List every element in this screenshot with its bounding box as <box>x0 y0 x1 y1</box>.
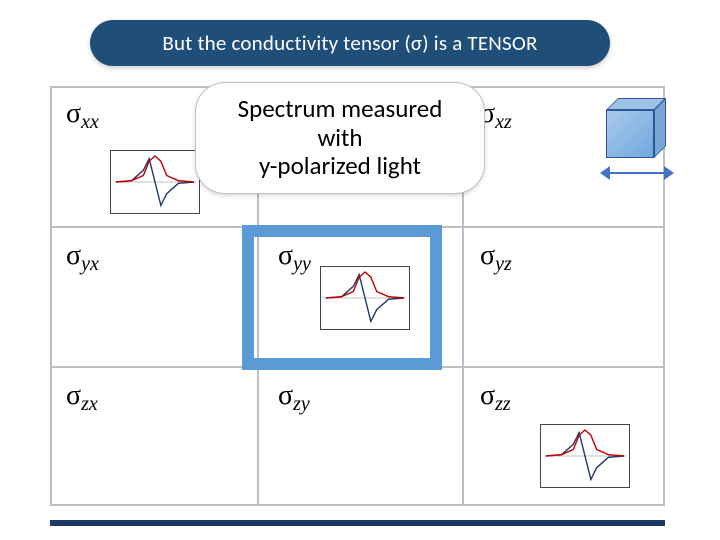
sigma-glyph: σ <box>480 240 495 271</box>
sigma-sub: yx <box>81 253 99 275</box>
sigma-glyph: σ <box>66 98 81 129</box>
spectrum-plot <box>110 150 200 214</box>
sigma-sub: xz <box>495 111 512 133</box>
sigma-glyph: σ <box>480 380 495 411</box>
double-arrow-icon <box>600 166 674 180</box>
cube-side <box>654 98 666 158</box>
sigma-sub: zy <box>293 393 310 415</box>
callout-line1: Spectrum measured <box>238 93 443 124</box>
sigma-label-yx: σyx <box>66 240 99 272</box>
sigma-glyph: σ <box>66 240 81 271</box>
sigma-label-zx: σzx <box>66 380 98 412</box>
sigma-sub: xx <box>81 111 99 133</box>
footer-bar <box>50 520 665 526</box>
highlight-box-yy <box>242 225 442 370</box>
plot-svg <box>110 150 200 214</box>
spectrum-plot <box>540 424 630 488</box>
sigma-glyph: σ <box>278 380 293 411</box>
callout-bubble: Spectrum measured with y-polarized light <box>195 82 485 194</box>
cube-icon <box>606 98 666 158</box>
sigma-sub: zx <box>81 393 98 415</box>
sigma-sub: yz <box>495 253 512 275</box>
sigma-label-yz: σyz <box>480 240 512 272</box>
sigma-label-zy: σzy <box>278 380 310 412</box>
sigma-glyph: σ <box>66 380 81 411</box>
sigma-sub: zz <box>495 393 511 415</box>
sigma-label-zz: σzz <box>480 380 511 412</box>
plot-svg <box>540 424 630 488</box>
callout-line3: y-polarized light <box>259 150 421 181</box>
callout-line2: with <box>317 122 362 153</box>
header-pill: But the conductivity tensor (σ) is a TEN… <box>90 20 610 66</box>
sigma-label-xx: σxx <box>66 98 99 130</box>
sample-cube <box>600 92 680 192</box>
cube-front <box>606 110 654 158</box>
header-text: But the conductivity tensor (σ) is a TEN… <box>162 30 537 56</box>
